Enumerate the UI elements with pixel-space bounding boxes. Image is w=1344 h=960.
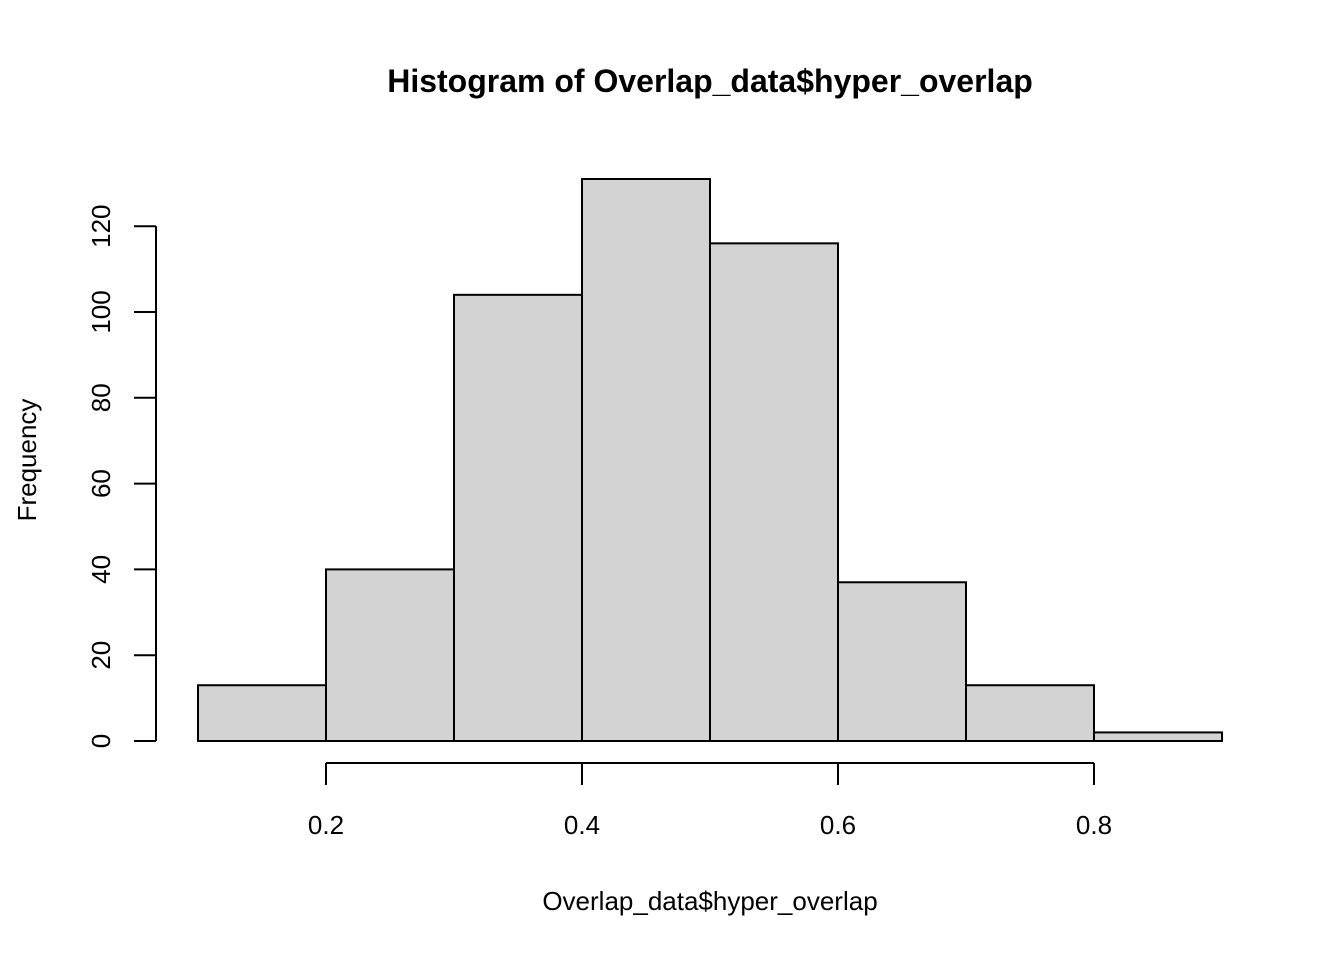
y-tick-label-2: 40 bbox=[86, 555, 116, 584]
histogram-bar-3 bbox=[581, 178, 711, 742]
y-tick-label-4: 80 bbox=[86, 383, 116, 412]
y-tick-label-1: 20 bbox=[86, 641, 116, 670]
y-tick-label-6: 120 bbox=[86, 204, 116, 247]
x-tick-label-1: 0.4 bbox=[564, 810, 600, 840]
x-tick-label-2: 0.6 bbox=[820, 810, 856, 840]
histogram-bar-0 bbox=[197, 684, 327, 742]
histogram-bar-1 bbox=[325, 568, 455, 743]
y-axis-label: Frequency bbox=[12, 399, 42, 522]
bars-group bbox=[197, 178, 1223, 743]
x-axis: 0.2 0.4 0.6 0.8 bbox=[308, 762, 1112, 840]
x-tick-label-3: 0.8 bbox=[1076, 810, 1112, 840]
chart-title: Histogram of Overlap_data$hyper_overlap bbox=[387, 63, 1033, 99]
histogram-bar-5 bbox=[837, 581, 967, 742]
histogram-bar-4 bbox=[709, 242, 839, 743]
x-axis-label: Overlap_data$hyper_overlap bbox=[542, 886, 877, 916]
y-tick-label-3: 60 bbox=[86, 469, 116, 498]
y-axis: 0 20 40 60 80 100 120 bbox=[86, 204, 157, 748]
y-tick-label-0: 0 bbox=[86, 734, 116, 748]
y-tick-label-5: 100 bbox=[86, 290, 116, 333]
histogram-bar-6 bbox=[965, 684, 1095, 742]
histogram-bar-2 bbox=[453, 293, 583, 742]
histogram-bar-7 bbox=[1093, 731, 1223, 743]
x-tick-label-0: 0.2 bbox=[308, 810, 344, 840]
